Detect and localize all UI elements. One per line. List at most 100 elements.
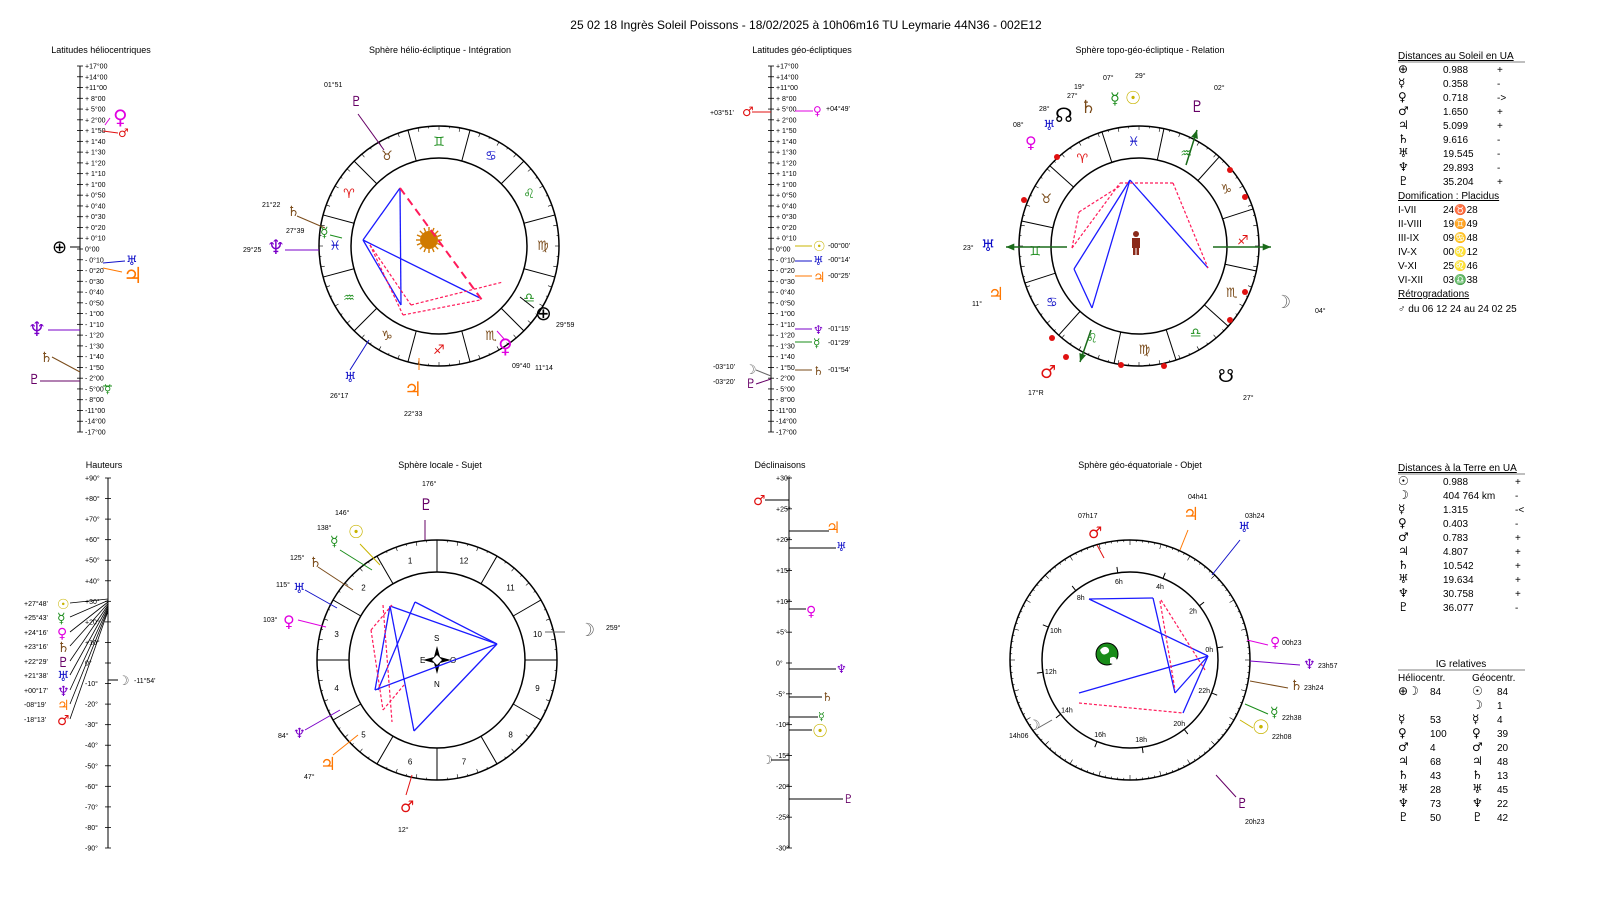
geo-lat-tick: - 2°00: [776, 375, 795, 383]
hour-label: 4h: [1156, 584, 1164, 591]
distance-value: 0.988: [1443, 477, 1468, 488]
distance-trend: -: [1497, 135, 1500, 146]
planet-icon: ♅: [293, 581, 306, 597]
compass-rose-icon: [423, 646, 451, 674]
helio-lat-tick: - 1°00: [85, 310, 104, 318]
equatorial-hour-label: 04h41: [1188, 494, 1208, 501]
helio-degree-label: 22°33: [404, 410, 422, 418]
house-number: 3: [334, 630, 339, 639]
local-degree-label: 47°: [304, 773, 315, 781]
ig-geo-value: 20: [1497, 743, 1509, 754]
planet-icon: ☿: [1472, 712, 1479, 726]
decl-tick: +5°: [776, 629, 787, 637]
planet-icon: ☿: [57, 611, 66, 627]
mercury-icon: ☿: [104, 382, 111, 396]
compass-letter: S: [434, 634, 439, 643]
zodiac-sign-icon: ♏: [1226, 286, 1238, 301]
topo-sphere-wheel: ♓♒♑♐♏♎♍♌♋♊♉♈♇☿ ☉♄☊♅♀♅♃ ☽♂ ☋19°07° 29°27°28°0…: [963, 72, 1326, 402]
helio-lat-tick: - 0°20: [85, 267, 104, 275]
zodiac-sign-icon: ♐: [433, 343, 445, 358]
geo-lat-tick: -11°00: [776, 407, 796, 415]
planet-icon: ♆: [1472, 796, 1483, 810]
heights-tick: -60°: [85, 783, 98, 791]
geo-lat-label: -00°14': [828, 256, 850, 264]
geo-lat-tick: + 2°00: [776, 116, 797, 124]
planet-icon: ♀: [283, 612, 295, 631]
zodiac-sign-icon: ♎: [523, 291, 535, 306]
ig-column-helio: Héliocentr.: [1398, 673, 1445, 684]
topo-degree-label: 19°: [1074, 83, 1085, 91]
distance-value: 10.542: [1443, 561, 1474, 572]
hour-label: 22h: [1198, 688, 1210, 695]
planet-icon: ♂: [400, 797, 414, 816]
geo-lat-tick: 0°00: [776, 246, 791, 254]
heights-tick: -80°: [85, 824, 98, 832]
local-degree-label: 115°: [276, 581, 290, 589]
planet-icon: ☽: [1472, 698, 1483, 712]
geo-lat-tick: + 5°00: [776, 106, 797, 114]
planet-icon: ⊕: [535, 301, 552, 325]
local-degree-label: 138°: [317, 524, 332, 532]
house-pair: IV-X: [1398, 247, 1417, 258]
compass-letter: N: [434, 680, 440, 689]
distance-value: 19.634: [1443, 575, 1474, 586]
geo-lat-tick: + 1°30: [776, 149, 797, 157]
planet-icon: ♃: [1398, 544, 1409, 558]
topo-degree-label: 28°: [1039, 105, 1050, 113]
decl-tick: +20°: [776, 536, 791, 544]
distance-trend: +: [1515, 477, 1521, 488]
helio-lat-tick: - 8°00: [85, 396, 104, 404]
planet-icon: ♀: [1472, 726, 1481, 740]
topo-degree-label: 17°R: [1028, 389, 1044, 397]
local-degree-label: 259°: [606, 624, 621, 632]
person-icon: [1132, 231, 1140, 255]
venus-icon: ♀: [813, 104, 822, 118]
helio-lat-tick: + 1°40: [85, 138, 106, 146]
planet-icon: ♄: [1290, 678, 1303, 694]
planet-icon: ☿: [1398, 712, 1405, 726]
decl-tick: 0°: [776, 660, 783, 668]
distance-trend: ->: [1497, 93, 1506, 104]
house-cusp: 24♉28: [1443, 203, 1478, 216]
distance-value: 9.616: [1443, 135, 1468, 146]
planet-icon: ♆: [57, 684, 70, 700]
house-cusp: 03♎38: [1443, 273, 1478, 286]
hour-label: 10h: [1050, 628, 1062, 635]
planet-icon: ♄: [1398, 558, 1409, 572]
geo-lat-tick: + 0°20: [776, 224, 797, 232]
geo-lat-label: +04°49': [826, 105, 850, 113]
helio-lat-tick: 0°00: [85, 246, 100, 254]
ig-geo-value: 39: [1497, 729, 1509, 740]
planet-icon: ♃: [320, 754, 336, 775]
earth-distance-table: Distances à la Terre en UA ☉ 0.988 + ☽ 404 7…: [1398, 463, 1525, 824]
decl-tick: +15°: [776, 567, 791, 575]
zodiac-sign-icon: ♈: [1077, 152, 1089, 167]
local-degree-label: 12°: [398, 826, 409, 834]
geo-lat-label: -03°10': [713, 363, 735, 371]
ig-helio-value: 43: [1430, 771, 1442, 782]
helio-lat-tick: -14°00: [85, 418, 106, 426]
geo-lat-tick: + 8°00: [776, 95, 797, 103]
neptune-icon: ♆: [28, 317, 46, 341]
sun-distance-table: Distances au Soleil en UA ⊕ 0.988 + ☿ 0.358 -…: [1398, 51, 1525, 315]
geo-lat-tick: - 1°10: [776, 321, 795, 329]
neptune-icon: ♆: [813, 323, 824, 337]
jupiter-icon: ♃: [123, 264, 143, 289]
equatorial-hour-label: 00h23: [1282, 640, 1302, 647]
planet-icon: ⊕: [1398, 62, 1408, 76]
zodiac-sign-icon: ♉: [381, 149, 393, 164]
equatorial-sphere-wheel: 6h 4h 2h 0h 22h 20h 18h 16h 14h 12h 10h 8h ♂ ♃ ♅ ♀ ♆♄ ☿☉ ♇…: [1009, 494, 1338, 826]
topo-degree-label: 29°: [1135, 72, 1146, 80]
geo-lat-tick: + 1°00: [776, 181, 797, 189]
planet-icon: ♅: [981, 236, 995, 255]
distance-value: 36.077: [1443, 603, 1474, 614]
mercury-icon: ☿: [818, 710, 825, 723]
saturn-icon: ♄: [40, 350, 53, 366]
zodiac-sign-icon: ♌: [1086, 332, 1098, 347]
geo-lat-tick: - 1°20: [776, 332, 795, 340]
retrograde-heading: Rétrogradations: [1398, 289, 1469, 300]
heights-tick: +70°: [85, 516, 100, 524]
mars-icon: ♂: [742, 105, 754, 120]
geo-lat-tick: - 5°00: [776, 385, 795, 393]
distance-trend: +: [1497, 177, 1503, 188]
